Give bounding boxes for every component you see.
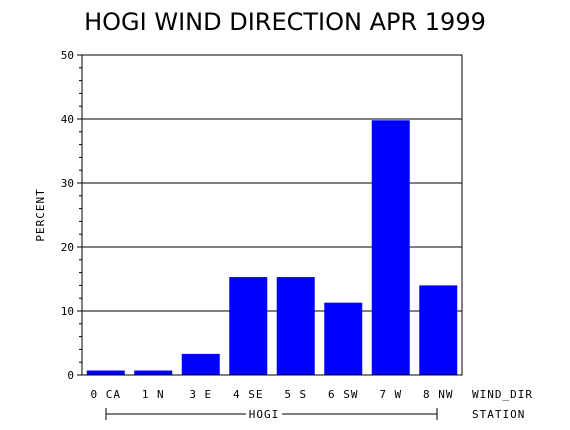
plot-frame (81, 54, 463, 376)
chart-title: HOGI WIND DIRECTION APR 1999 (84, 8, 486, 36)
bar (371, 120, 410, 375)
bar (181, 353, 220, 375)
bar (134, 370, 173, 375)
y-tick-label: 20 (61, 241, 74, 254)
x-tick-label: 4 SE (233, 388, 264, 401)
group-label: HOGI (249, 408, 280, 421)
x-tick-label: 8 NW (423, 388, 454, 401)
bar (86, 370, 125, 375)
y-axis-label: PERCENT (34, 188, 47, 241)
group-label-bg (246, 406, 282, 422)
y-axis: 0 10 20 30 40 50 (61, 49, 82, 382)
x-tick-label: 1 N (142, 388, 165, 401)
x-tick-label: 6 SW (328, 388, 359, 401)
x-tick-label: 5 S (284, 388, 307, 401)
y-tick-label: 50 (61, 49, 74, 62)
bar (324, 302, 363, 375)
y-tick-label: 0 (67, 369, 74, 382)
group-axis-label: STATION (472, 408, 525, 421)
x-tick-label: 0 CA (91, 388, 122, 401)
bar (419, 285, 458, 375)
bars (86, 120, 458, 375)
y-tick-label: 30 (61, 177, 74, 190)
x-tick-label: 7 W (379, 388, 402, 401)
x-tick-label: 3 E (189, 388, 212, 401)
x-axis-label: WIND_DIR (472, 388, 533, 401)
y-tick-label: 40 (61, 113, 74, 126)
bar (276, 277, 315, 375)
bar (229, 277, 268, 375)
y-tick-label: 10 (61, 305, 74, 318)
x-axis: 0 CA 1 N 3 E 4 SE 5 S 6 SW 7 W 8 NW (91, 388, 454, 401)
